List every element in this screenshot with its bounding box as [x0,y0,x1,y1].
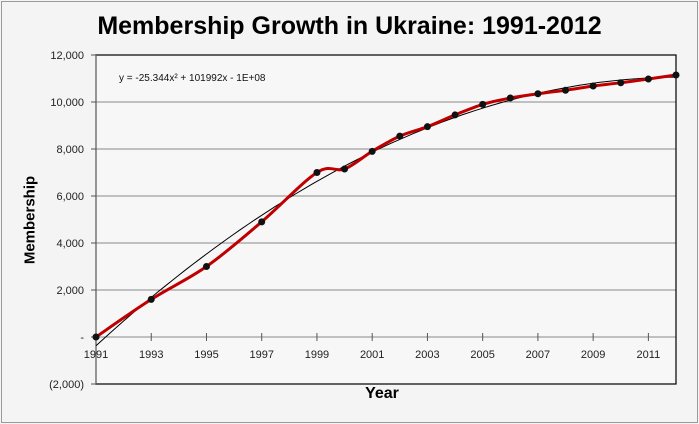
x-tick-label: 2005 [470,349,494,361]
y-tick-label: 8,000 [56,144,84,156]
x-tick-label: 2011 [637,349,661,361]
trendline-equation: y = -25.344x² + 101992x - 1E+08 [119,73,266,84]
data-point [451,111,459,119]
data-point [368,147,376,155]
x-tick-label: 1993 [139,349,163,361]
plot-background [96,55,676,384]
x-tick-label: 1997 [249,349,273,361]
data-point [341,165,349,173]
y-tick-label: 12,000 [50,50,84,62]
data-point [92,333,100,341]
trendline [95,76,677,347]
data-point [396,132,404,140]
data-point [644,75,652,83]
data-point [506,94,514,102]
chart-title: Membership Growth in Ukraine: 1991-2012 [97,12,602,40]
x-tick-label: 2009 [581,349,605,361]
data-point [258,218,266,226]
data-point [672,71,680,79]
data-point [202,263,210,270]
x-tick-label: 2001 [360,349,384,361]
data-point [423,123,431,131]
y-tick-label: (2,000) [49,379,84,391]
data-point [589,82,597,90]
data-point [562,86,570,94]
data-point [617,79,625,87]
y-tick-label: 2,000 [56,285,84,297]
y-tick-label: - [80,332,84,344]
y-tick-label: 6,000 [56,191,84,203]
x-tick-label: 1999 [305,349,329,361]
data-point [479,100,487,108]
x-tick-label: 2003 [415,349,439,361]
y-tick-label: 4,000 [56,238,84,250]
data-point [147,295,155,303]
x-tick-label: 2007 [526,349,550,361]
data-point [534,90,542,98]
y-tick-label: 10,000 [50,97,84,109]
x-tick-label: 1995 [194,349,218,361]
data-point [313,169,321,176]
x-axis-label: Year [365,385,399,402]
